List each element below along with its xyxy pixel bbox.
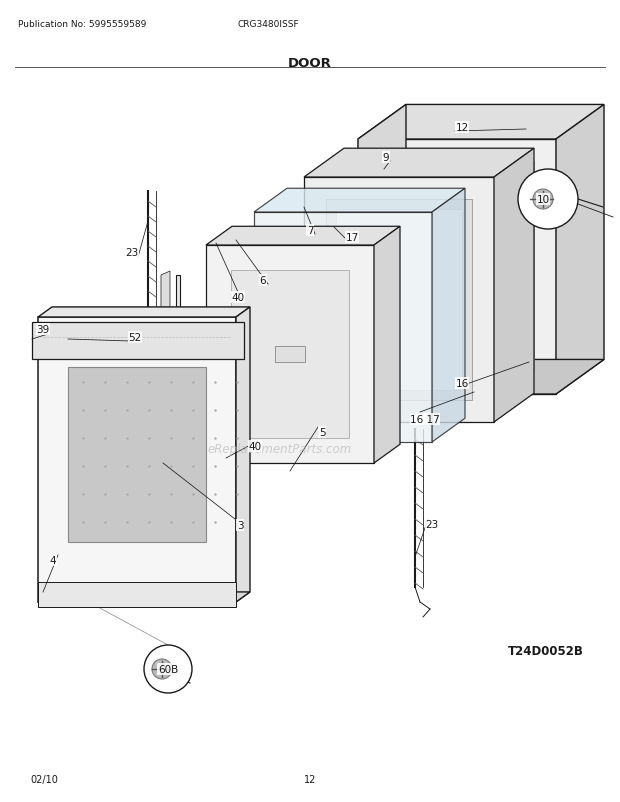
Polygon shape (206, 227, 400, 245)
Polygon shape (556, 105, 604, 395)
Polygon shape (38, 318, 236, 602)
Circle shape (533, 190, 553, 210)
Text: 9: 9 (383, 153, 389, 163)
Text: 7: 7 (307, 225, 313, 236)
Polygon shape (326, 200, 472, 400)
Polygon shape (38, 582, 236, 607)
Polygon shape (254, 189, 465, 213)
Polygon shape (304, 149, 534, 178)
Polygon shape (68, 367, 206, 542)
Polygon shape (374, 227, 400, 464)
Polygon shape (32, 322, 244, 359)
Text: 23: 23 (425, 520, 438, 529)
Text: 39: 39 (37, 325, 50, 334)
Text: 10: 10 (536, 195, 549, 205)
Text: T24D0052B: T24D0052B (508, 644, 584, 657)
Text: 4: 4 (50, 555, 56, 565)
Text: 52: 52 (128, 333, 141, 342)
Polygon shape (231, 270, 349, 439)
Polygon shape (161, 276, 165, 473)
Polygon shape (358, 140, 556, 395)
Text: DOOR: DOOR (288, 57, 332, 70)
Circle shape (518, 170, 578, 229)
Polygon shape (304, 178, 494, 423)
Polygon shape (432, 189, 465, 443)
Text: 12: 12 (455, 123, 469, 133)
Circle shape (144, 645, 192, 693)
Text: 60B: 60B (158, 664, 178, 674)
Text: 16 17: 16 17 (410, 415, 440, 424)
Text: 6: 6 (260, 276, 267, 286)
Polygon shape (236, 307, 250, 602)
Polygon shape (38, 592, 250, 602)
Polygon shape (38, 307, 250, 318)
Text: eReplacementParts.com: eReplacementParts.com (208, 443, 352, 456)
Polygon shape (358, 360, 604, 395)
Polygon shape (494, 149, 534, 423)
Polygon shape (206, 245, 374, 464)
Text: 5: 5 (319, 427, 326, 437)
Text: 02/10: 02/10 (30, 774, 58, 784)
Polygon shape (388, 170, 526, 365)
Polygon shape (161, 272, 170, 473)
Polygon shape (176, 276, 180, 473)
Text: 12: 12 (304, 774, 316, 784)
Polygon shape (275, 346, 305, 363)
Text: Publication No: 5995559589: Publication No: 5995559589 (18, 20, 146, 29)
Text: 40: 40 (249, 441, 262, 452)
Text: 16: 16 (455, 379, 469, 388)
Circle shape (152, 659, 172, 679)
Text: CRG3480ISSF: CRG3480ISSF (238, 20, 299, 29)
Polygon shape (254, 213, 432, 443)
Text: 23: 23 (125, 248, 139, 257)
Polygon shape (358, 105, 604, 140)
Polygon shape (380, 162, 534, 373)
Polygon shape (336, 210, 462, 391)
Text: 40: 40 (231, 293, 244, 302)
Text: 3: 3 (237, 520, 243, 530)
Text: 17: 17 (345, 233, 358, 243)
Polygon shape (358, 105, 406, 395)
